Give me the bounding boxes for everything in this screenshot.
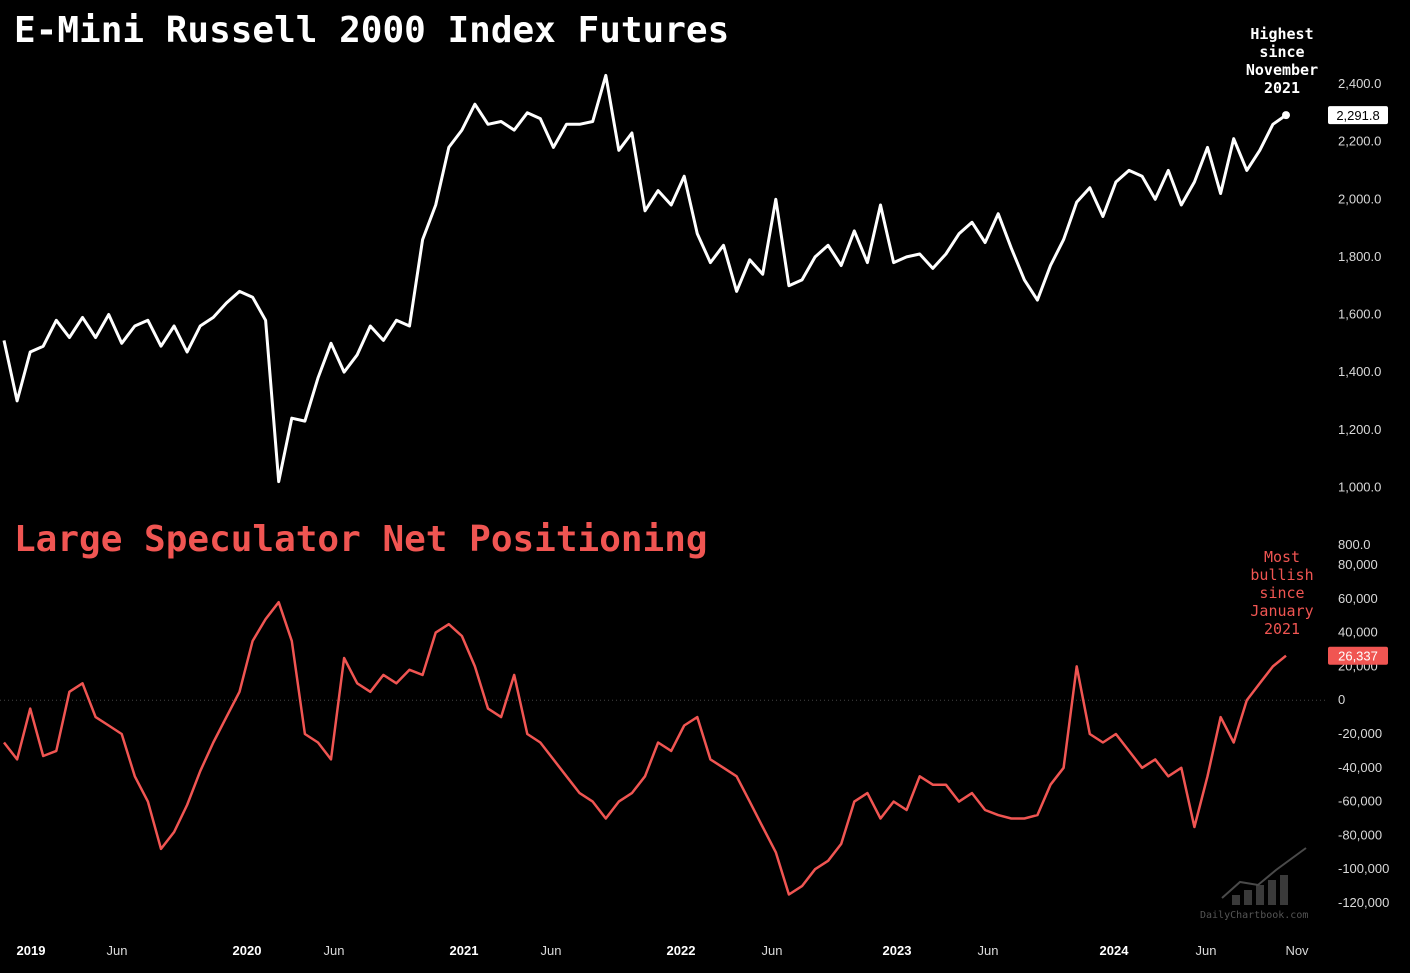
price-annotation: Highest since November 2021	[1236, 25, 1328, 97]
positioning-series-line	[3, 600, 1287, 896]
positioning-y-tick-label: -120,000	[1338, 895, 1389, 910]
positioning-y-tick-label: 60,000	[1338, 591, 1378, 606]
x-axis-tick-label: 2023	[883, 943, 912, 958]
positioning-annotation-line: since	[1259, 584, 1305, 602]
positioning-y-tick-label: 40,000	[1338, 625, 1378, 640]
x-axis-tick-label: 2022	[667, 943, 696, 958]
positioning-y-tick-label: 80,000	[1338, 557, 1378, 572]
positioning-annotation: Most bullish since January 2021	[1236, 548, 1328, 638]
positioning-y-tick-label: -100,000	[1338, 861, 1389, 876]
x-axis-tick-label: 2019	[17, 943, 46, 958]
watermark-logo-bar	[1256, 885, 1264, 905]
watermark-text: DailyChartbook.com	[1200, 910, 1309, 921]
price-y-tick-label: 2,200.0	[1338, 134, 1381, 149]
price-series-line	[2, 73, 1287, 484]
watermark-logo-bar	[1232, 895, 1240, 905]
x-axis-tick-label: 2024	[1100, 943, 1130, 958]
positioning-y-tick-label: -60,000	[1338, 794, 1382, 809]
positioning-chart-title: Large Speculator Net Positioning	[14, 519, 708, 560]
positioning-y-tick-label: 0	[1338, 692, 1345, 707]
x-axis-tick-label: Jun	[978, 943, 999, 958]
positioning-y-tick-label: -80,000	[1338, 827, 1382, 842]
x-axis-tick-label: Jun	[762, 943, 783, 958]
x-axis-tick-label: Jun	[541, 943, 562, 958]
x-axis-tick-label: 2021	[450, 943, 479, 958]
watermark-logo-bar	[1244, 890, 1252, 905]
price-y-tick-label: 2,000.0	[1338, 191, 1381, 206]
positioning-annotation-line: 2021	[1263, 620, 1301, 638]
watermark-logo-bar	[1268, 880, 1276, 905]
price-annotation-line: 2021	[1263, 79, 1301, 97]
x-axis-tick-label: Jun	[324, 943, 345, 958]
price-y-tick-label: 1,200.0	[1338, 422, 1381, 437]
positioning-y-tick-label: -20,000	[1338, 726, 1382, 741]
positioning-annotation-line: Most	[1263, 548, 1301, 566]
price-last-value-box	[1328, 106, 1388, 125]
watermark-logo-bar	[1280, 875, 1288, 905]
positioning-last-value-box	[1328, 646, 1388, 665]
price-annotation-line: Highest	[1250, 25, 1314, 43]
x-axis-tick-label: Jun	[107, 943, 128, 958]
price-y-tick-label: 800.0	[1338, 537, 1371, 552]
price-y-tick-label: 1,000.0	[1338, 479, 1381, 494]
x-axis-tick-label: Nov	[1285, 943, 1309, 958]
price-last-value-label: 2,291.8	[1336, 108, 1379, 123]
price-annotation-line: since	[1259, 43, 1305, 61]
positioning-annotation-line: January	[1250, 602, 1314, 620]
price-chart-title: E-Mini Russell 2000 Index Futures	[14, 10, 730, 51]
price-y-tick-label: 1,400.0	[1338, 364, 1381, 379]
price-y-tick-label: 1,600.0	[1338, 307, 1381, 322]
price-y-tick-label: 2,400.0	[1338, 76, 1381, 91]
price-y-tick-label: 1,800.0	[1338, 249, 1381, 264]
positioning-y-tick-label: -40,000	[1338, 760, 1382, 775]
price-last-point	[1282, 111, 1290, 120]
x-axis-tick-label: 2020	[233, 943, 262, 958]
x-axis-tick-label: Jun	[1196, 943, 1217, 958]
positioning-last-value-label: 26,337	[1338, 649, 1378, 664]
positioning-annotation-line: bullish	[1250, 566, 1314, 584]
price-annotation-line: November	[1245, 61, 1319, 79]
watermark-logo-trend	[1221, 847, 1307, 899]
